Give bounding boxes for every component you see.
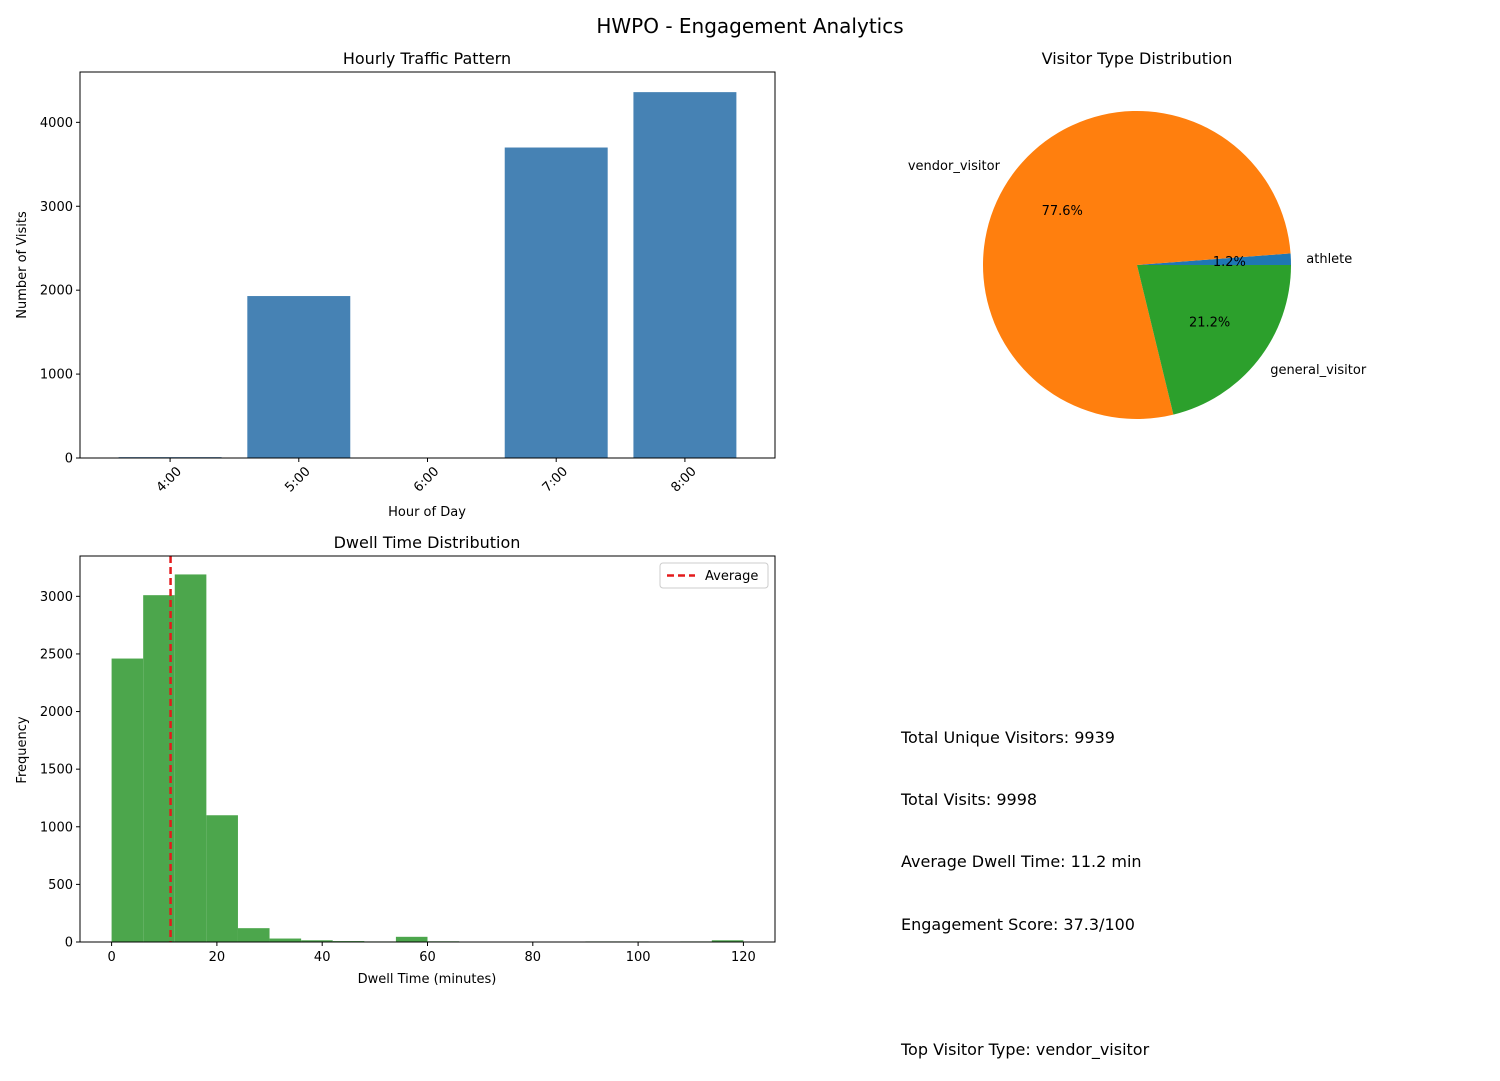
bar-x-axis-label: Hour of Day (388, 505, 466, 520)
pie-chart-title: Visitor Type Distribution (1042, 49, 1233, 68)
bar-chart-title: Hourly Traffic Pattern (343, 49, 511, 68)
histogram-bar (396, 937, 428, 942)
pie-slice-label: vendor_visitor (908, 159, 1001, 174)
summary-line: Top Visitor Type: vendor_visitor (901, 1040, 1149, 1061)
histogram-title: Dwell Time Distribution (334, 533, 521, 552)
x-tick-label: 80 (525, 950, 542, 965)
visitor-type-chart: Visitor Type Distribution athlete 1.2% ven… (908, 49, 1367, 419)
x-tick-label: 60 (419, 950, 436, 965)
x-tick-label: 100 (626, 950, 651, 965)
histogram-bar (175, 574, 207, 942)
histogram-bar (238, 928, 270, 942)
pie-slice-label: general_visitor (1270, 363, 1367, 378)
x-tick-label: 0 (107, 950, 115, 965)
x-tick-label: 20 (209, 950, 226, 965)
pie-percent-label: 21.2% (1189, 316, 1230, 331)
histogram-legend: Average (660, 563, 768, 588)
y-tick-label: 500 (48, 878, 73, 893)
x-tick-label: 8:00 (668, 464, 699, 495)
y-tick-label: 2000 (40, 705, 73, 720)
y-tick-label: 2000 (40, 284, 73, 299)
y-tick-label: 1500 (40, 763, 73, 778)
y-tick-label: 3000 (40, 590, 73, 605)
dwell-time-chart: Dwell Time Distribution 0500100015002000… (15, 533, 775, 987)
legend-average-label: Average (705, 569, 758, 584)
bar (247, 296, 350, 458)
pie-percent-label: 77.6% (1042, 204, 1083, 219)
histogram-x-axis-label: Dwell Time (minutes) (358, 972, 497, 987)
bar-y-axis-label: Number of Visits (15, 211, 30, 319)
summary-line: Engagement Score: 37.3/100 (901, 915, 1149, 936)
histogram-bar (112, 659, 144, 942)
x-tick-label: 5:00 (282, 464, 313, 495)
y-tick-label: 1000 (40, 820, 73, 835)
y-tick-label: 0 (65, 452, 73, 467)
y-tick-label: 0 (65, 936, 73, 951)
figure-canvas: Hourly Traffic Pattern 01000200030004000… (0, 0, 1500, 1000)
x-tick-label: 7:00 (540, 464, 571, 495)
summary-stats: Total Unique Visitors: 9939 Total Visits… (901, 686, 1149, 1081)
histogram-bar (270, 939, 302, 942)
x-tick-label: 40 (314, 950, 331, 965)
hourly-traffic-chart: Hourly Traffic Pattern 0 1000 2000 3000 4000… (15, 49, 775, 520)
y-tick-label: 3000 (40, 200, 73, 215)
bar (505, 148, 608, 458)
y-tick-label: 1000 (40, 368, 73, 383)
summary-line: Total Unique Visitors: 9939 (901, 728, 1149, 749)
summary-line: Average Dwell Time: 11.2 min (901, 852, 1149, 873)
x-tick-label: 4:00 (154, 464, 185, 495)
y-tick-label: 4000 (40, 116, 73, 131)
histogram-y-axis-label: Frequency (15, 716, 30, 783)
x-tick-label: 120 (731, 950, 756, 965)
summary-line: Total Visits: 9998 (901, 790, 1149, 811)
pie-slice-label: athlete (1306, 252, 1352, 267)
pie-percent-label: 1.2% (1213, 255, 1246, 270)
y-tick-label: 2500 (40, 647, 73, 662)
histogram-bar (206, 815, 238, 942)
x-tick-label: 6:00 (411, 464, 442, 495)
bar (633, 92, 736, 458)
summary-line (901, 977, 1149, 998)
